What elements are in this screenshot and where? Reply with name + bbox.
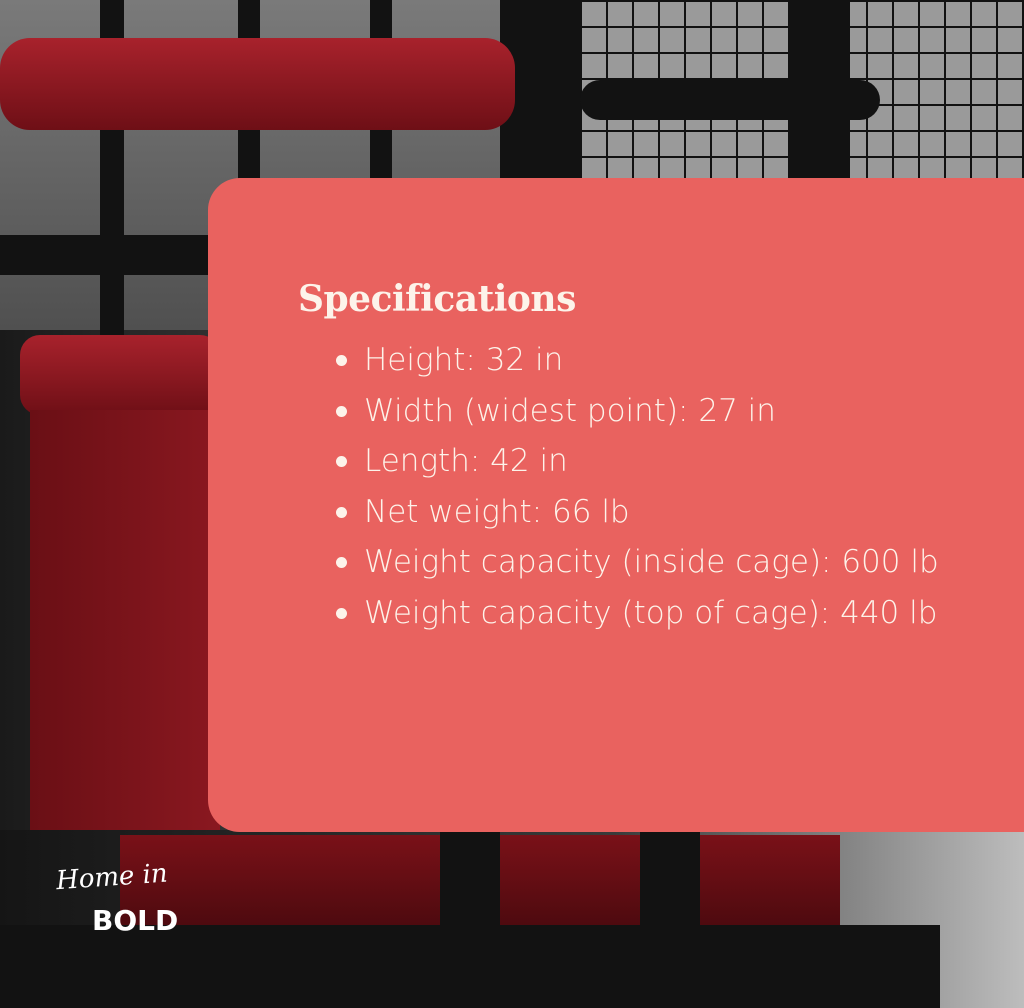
card-title: Specifications	[298, 278, 576, 320]
logo-bold-text: BOLD	[92, 904, 179, 937]
brand-logo: Home in BOLD	[55, 859, 179, 937]
cage-base	[0, 925, 940, 1008]
red-cushion-top	[0, 38, 515, 130]
red-cushion	[20, 335, 220, 415]
bullet-icon	[336, 506, 347, 518]
spec-item: Weight capacity (top of cage): 440 lb	[332, 588, 952, 639]
spec-item: Height: 32 in	[332, 335, 952, 386]
specifications-card	[208, 178, 1024, 832]
bullet-icon	[336, 405, 347, 417]
spec-list: Height: 32 in Width (widest point): 27 i…	[332, 335, 952, 638]
spec-item: Length: 42 in	[332, 436, 952, 487]
bullet-icon	[336, 607, 347, 619]
cage-bar	[640, 830, 700, 930]
bullet-icon	[336, 557, 347, 568]
spec-item: Net weight: 66 lb	[332, 487, 952, 538]
spec-item: Width (widest point): 27 in	[332, 386, 952, 437]
cage-bar	[440, 830, 500, 930]
bullet-icon	[336, 355, 347, 366]
bullet-icon	[336, 456, 347, 467]
cage-rail	[580, 80, 880, 120]
logo-script-text: Home in	[55, 858, 169, 897]
spec-item: Weight capacity (inside cage): 600 lb	[332, 537, 952, 588]
